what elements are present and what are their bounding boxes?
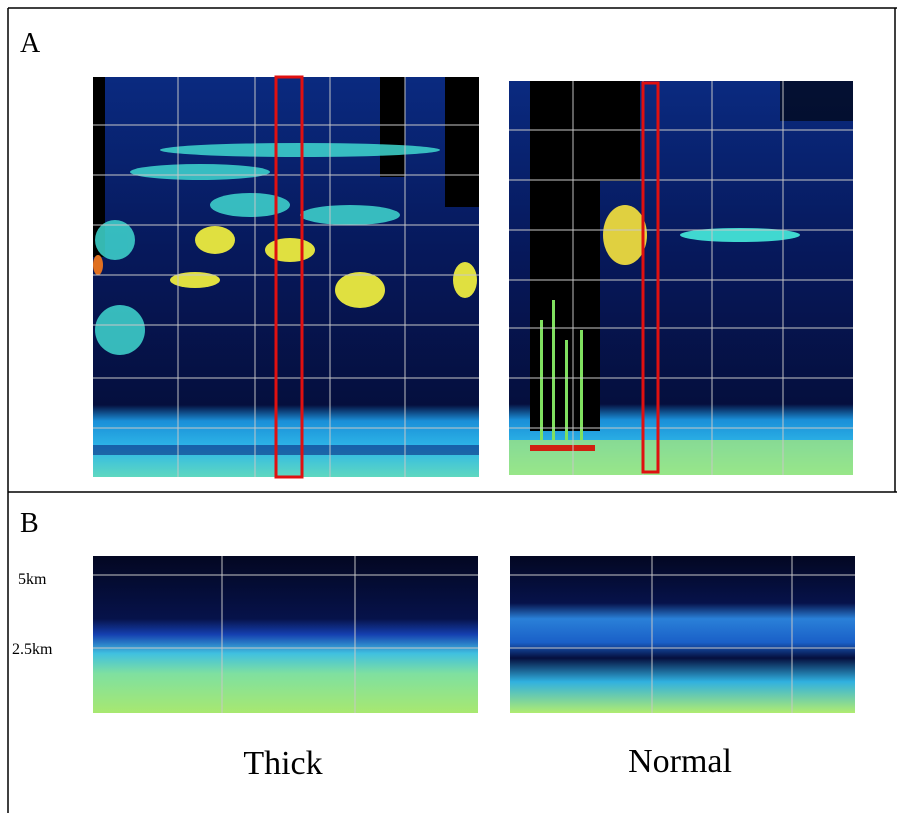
panel-label: A — [20, 28, 41, 59]
lidar-profile-thick — [93, 556, 478, 713]
lidar-image-thick — [93, 77, 479, 477]
panel-label: B — [20, 508, 39, 539]
lidar-profile-normal — [510, 556, 855, 713]
caption: Normal — [628, 743, 732, 780]
axis-label: 2.5km — [12, 641, 53, 658]
image-grid — [93, 77, 479, 477]
caption: Thick — [243, 745, 322, 782]
image-grid — [93, 556, 855, 713]
lidar-image-normal — [509, 81, 853, 475]
highlight-box — [641, 81, 660, 474]
highlight-box — [274, 75, 304, 479]
axis-label: 5km — [18, 571, 47, 588]
